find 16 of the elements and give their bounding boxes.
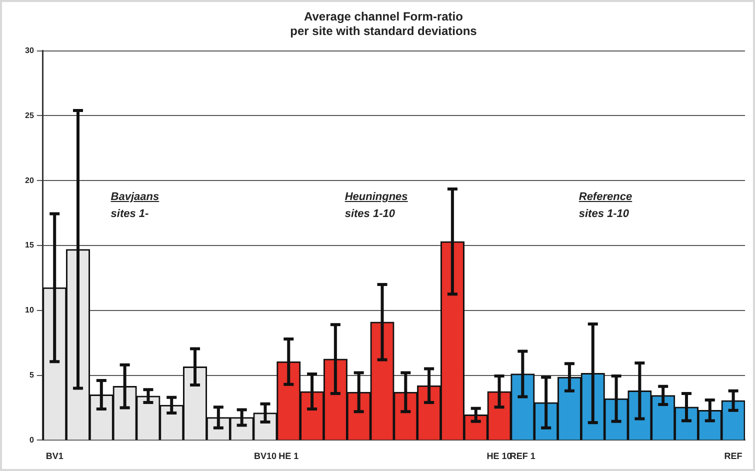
y-tick-label: 10 bbox=[24, 306, 34, 315]
annotation: Bavjaans sites 1- bbox=[110, 190, 160, 222]
x-tick-label: BV10 bbox=[254, 451, 276, 462]
x-tick-label: REF 1 bbox=[510, 451, 536, 462]
annotation: Reference sites 1-10 bbox=[578, 190, 632, 222]
x-tick-label: BV1 bbox=[46, 451, 64, 462]
y-tick-label: 25 bbox=[24, 110, 34, 120]
annotation: Heuningnes sites 1-10 bbox=[344, 190, 408, 222]
y-tick-label: 5 bbox=[29, 370, 34, 380]
x-tick-label: REF bbox=[724, 451, 743, 462]
y-tick-label: 20 bbox=[24, 176, 34, 185]
chart-title: Average channel Form-ratio per site with standard deviations bbox=[290, 10, 478, 38]
y-tick-label: 15 bbox=[24, 240, 34, 250]
x-tick-label: HE 1 bbox=[278, 451, 299, 462]
y-tick-label: 0 bbox=[29, 435, 34, 444]
y-tick-label: 30 bbox=[24, 46, 34, 56]
